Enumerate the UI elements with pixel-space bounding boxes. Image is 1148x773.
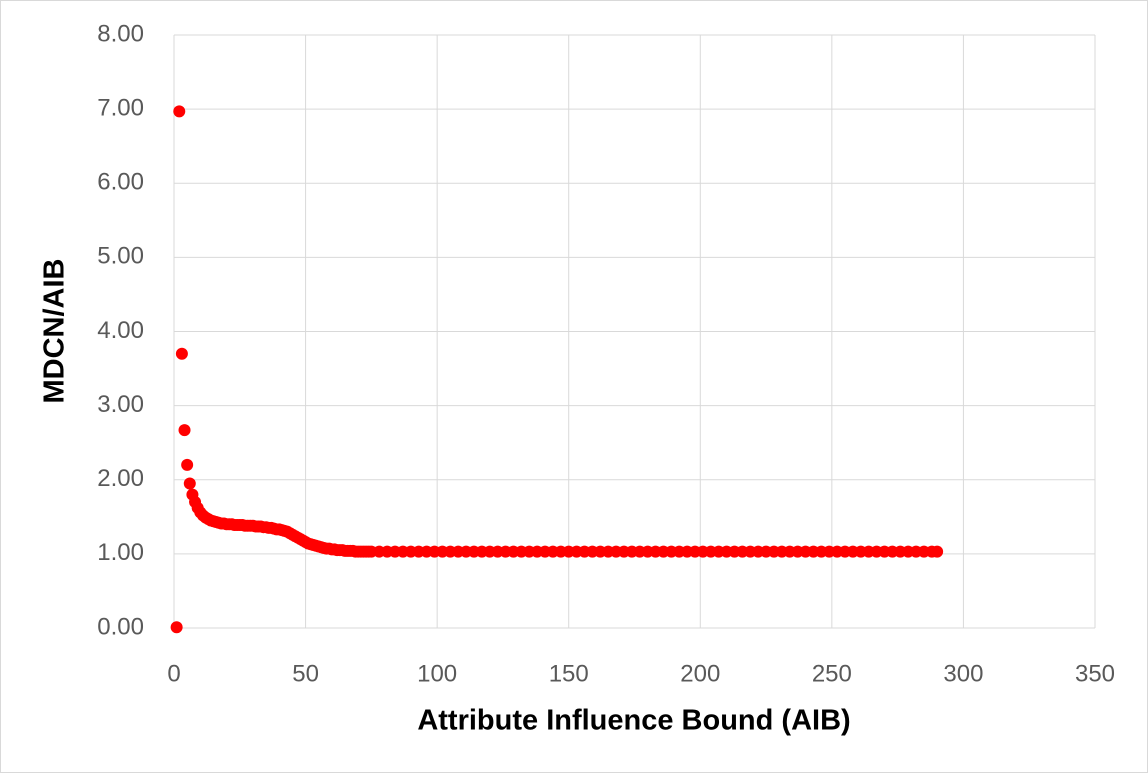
y-tick-label: 2.00 [97,465,144,492]
data-point [173,105,186,118]
data-point [183,477,196,490]
data-point [170,621,183,634]
x-tick-label: 150 [549,660,589,687]
x-tick-label: 0 [167,660,180,687]
y-tick-label: 4.00 [97,317,144,344]
data-point [931,545,944,558]
y-tick-label: 0.00 [97,613,144,640]
y-tick-label: 7.00 [97,94,144,121]
data-point [181,458,194,471]
data-point [175,347,188,360]
x-tick-label: 350 [1075,660,1115,687]
y-tick-label: 5.00 [97,243,144,270]
x-tick-label: 100 [417,660,457,687]
y-tick-label: 3.00 [97,391,144,418]
x-tick-label: 200 [680,660,720,687]
x-tick-label: 300 [943,660,983,687]
y-tick-label: 1.00 [97,539,144,566]
x-axis-title: Attribute Influence Bound (AIB) [417,705,850,737]
y-axis-title: MDCN/AIB [39,259,71,404]
y-tick-label: 8.00 [97,20,144,47]
x-tick-label: 50 [292,660,319,687]
x-tick-label: 250 [812,660,852,687]
data-point [178,424,191,437]
y-tick-label: 6.00 [97,169,144,196]
